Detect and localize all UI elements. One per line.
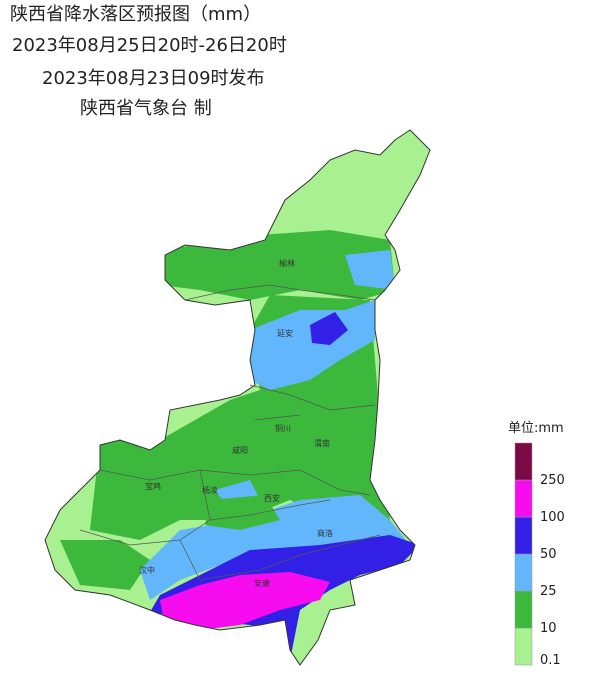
city-label: 榆林 bbox=[279, 258, 295, 268]
legend-swatch bbox=[514, 516, 533, 555]
legend-label: 25 bbox=[540, 584, 557, 599]
legend-swatch bbox=[514, 590, 533, 629]
legend-label: 10 bbox=[540, 621, 557, 636]
city-label: 宝鸡 bbox=[145, 481, 161, 491]
city-label: 渭南 bbox=[314, 438, 330, 448]
zone bbox=[160, 572, 330, 630]
city-label: 铜川 bbox=[275, 423, 291, 433]
title: 陕西省降水落区预报图（mm） bbox=[10, 4, 261, 25]
period: 2023年08月25日20时-26日20时 bbox=[12, 35, 287, 56]
city-label: 西安 bbox=[264, 493, 280, 503]
city-label: 汉中 bbox=[139, 565, 155, 575]
zone bbox=[140, 250, 410, 600]
province-border bbox=[44, 129, 431, 666]
legend-swatch bbox=[514, 442, 533, 481]
legend-swatch bbox=[514, 479, 533, 518]
city-label: 延安 bbox=[277, 328, 293, 338]
legend-swatch bbox=[514, 553, 533, 592]
city-label: 安康 bbox=[254, 578, 270, 588]
city-label: 杨凌 bbox=[202, 485, 218, 495]
city-label: 咸阳 bbox=[232, 445, 248, 455]
issuer: 陕西省气象台 制 bbox=[80, 98, 212, 119]
legend-label: 100 bbox=[540, 510, 565, 525]
zone bbox=[205, 495, 280, 530]
issued: 2023年08月23日09时发布 bbox=[42, 68, 265, 89]
city-border bbox=[79, 284, 381, 581]
legend: 0.1 10 25 50 100 250 bbox=[514, 442, 565, 668]
legend-title: 单位:mm bbox=[508, 421, 564, 436]
legend-label: 0.1 bbox=[540, 653, 561, 668]
legend-label: 50 bbox=[540, 547, 557, 562]
zone bbox=[150, 312, 420, 660]
legend-label: 250 bbox=[540, 473, 565, 488]
city-label: 商洛 bbox=[317, 528, 333, 538]
legend-swatch bbox=[514, 627, 533, 666]
